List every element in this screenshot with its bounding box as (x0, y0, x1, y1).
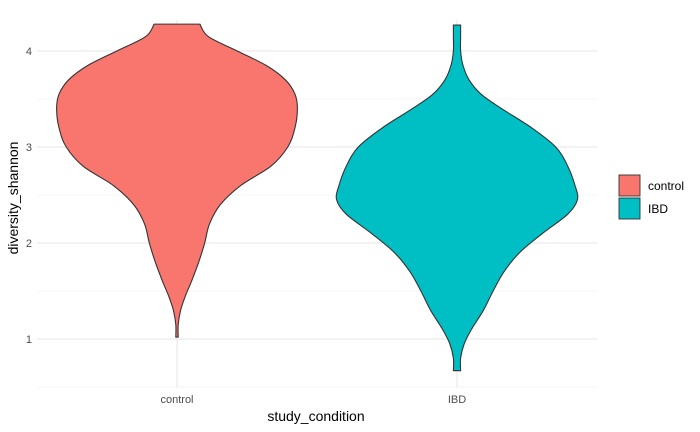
legend: control IBD (618, 174, 684, 220)
violin-ibd (335, 24, 579, 372)
y-tick-label: 2 (26, 238, 32, 250)
legend-key-control (618, 174, 641, 197)
violin-control (56, 23, 298, 338)
y-axis-title: diversity_shannon (5, 142, 21, 255)
x-axis-ticks: control IBD (160, 394, 466, 406)
x-tick-label: control (160, 394, 193, 406)
x-tick-label: IBD (448, 394, 466, 406)
y-tick-label: 3 (26, 142, 32, 154)
y-axis-ticks: 1 2 3 4 (26, 46, 32, 346)
legend-label: IBD (648, 202, 668, 216)
y-tick-label: 1 (26, 334, 32, 346)
x-axis-title: study_condition (267, 408, 364, 424)
violins (56, 23, 579, 372)
legend-label: control (648, 179, 684, 193)
legend-key-ibd (618, 197, 641, 220)
y-tick-label: 4 (26, 46, 32, 58)
